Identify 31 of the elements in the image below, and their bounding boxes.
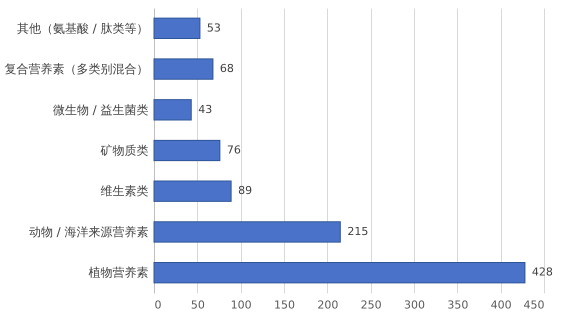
x-tick-label: 0 <box>154 298 162 312</box>
x-tick-label: 100 <box>230 298 252 312</box>
y-tick-label: 动物 / 海洋来源营养素 <box>28 224 148 239</box>
x-tick-label: 250 <box>360 298 382 312</box>
x-tick-label: 50 <box>190 298 205 312</box>
data-label: 215 <box>347 224 368 238</box>
y-tick-label: 微生物 / 益生菌类 <box>52 102 148 117</box>
x-tick-label: 400 <box>490 298 512 312</box>
data-label: 428 <box>532 266 553 279</box>
y-tick-label: 植物营养素 <box>88 266 148 280</box>
x-tick-label: 350 <box>447 298 468 312</box>
bar <box>154 99 192 120</box>
bar <box>154 18 200 40</box>
bar <box>154 140 220 162</box>
data-label: 89 <box>238 184 252 198</box>
x-tick-label: 200 <box>317 298 338 312</box>
y-tick-label: 其他（氨基酸 / 肽类等） <box>16 21 148 36</box>
data-label: 43 <box>198 102 212 116</box>
bar <box>154 58 214 80</box>
bar <box>154 262 526 284</box>
bar <box>154 180 232 202</box>
x-tick-label: 450 <box>524 298 544 312</box>
y-tick-label: 复合营养素（多类别混合） <box>4 62 148 76</box>
data-label: 53 <box>206 21 221 34</box>
y-tick-label: 维生素类 <box>100 184 148 198</box>
x-tick-label: 300 <box>404 298 425 312</box>
x-tick-label: 150 <box>274 298 295 312</box>
data-label: 76 <box>226 144 241 156</box>
bar <box>154 221 341 243</box>
y-tick-label: 矿物质类 <box>100 144 148 158</box>
data-label: 68 <box>220 62 234 76</box>
